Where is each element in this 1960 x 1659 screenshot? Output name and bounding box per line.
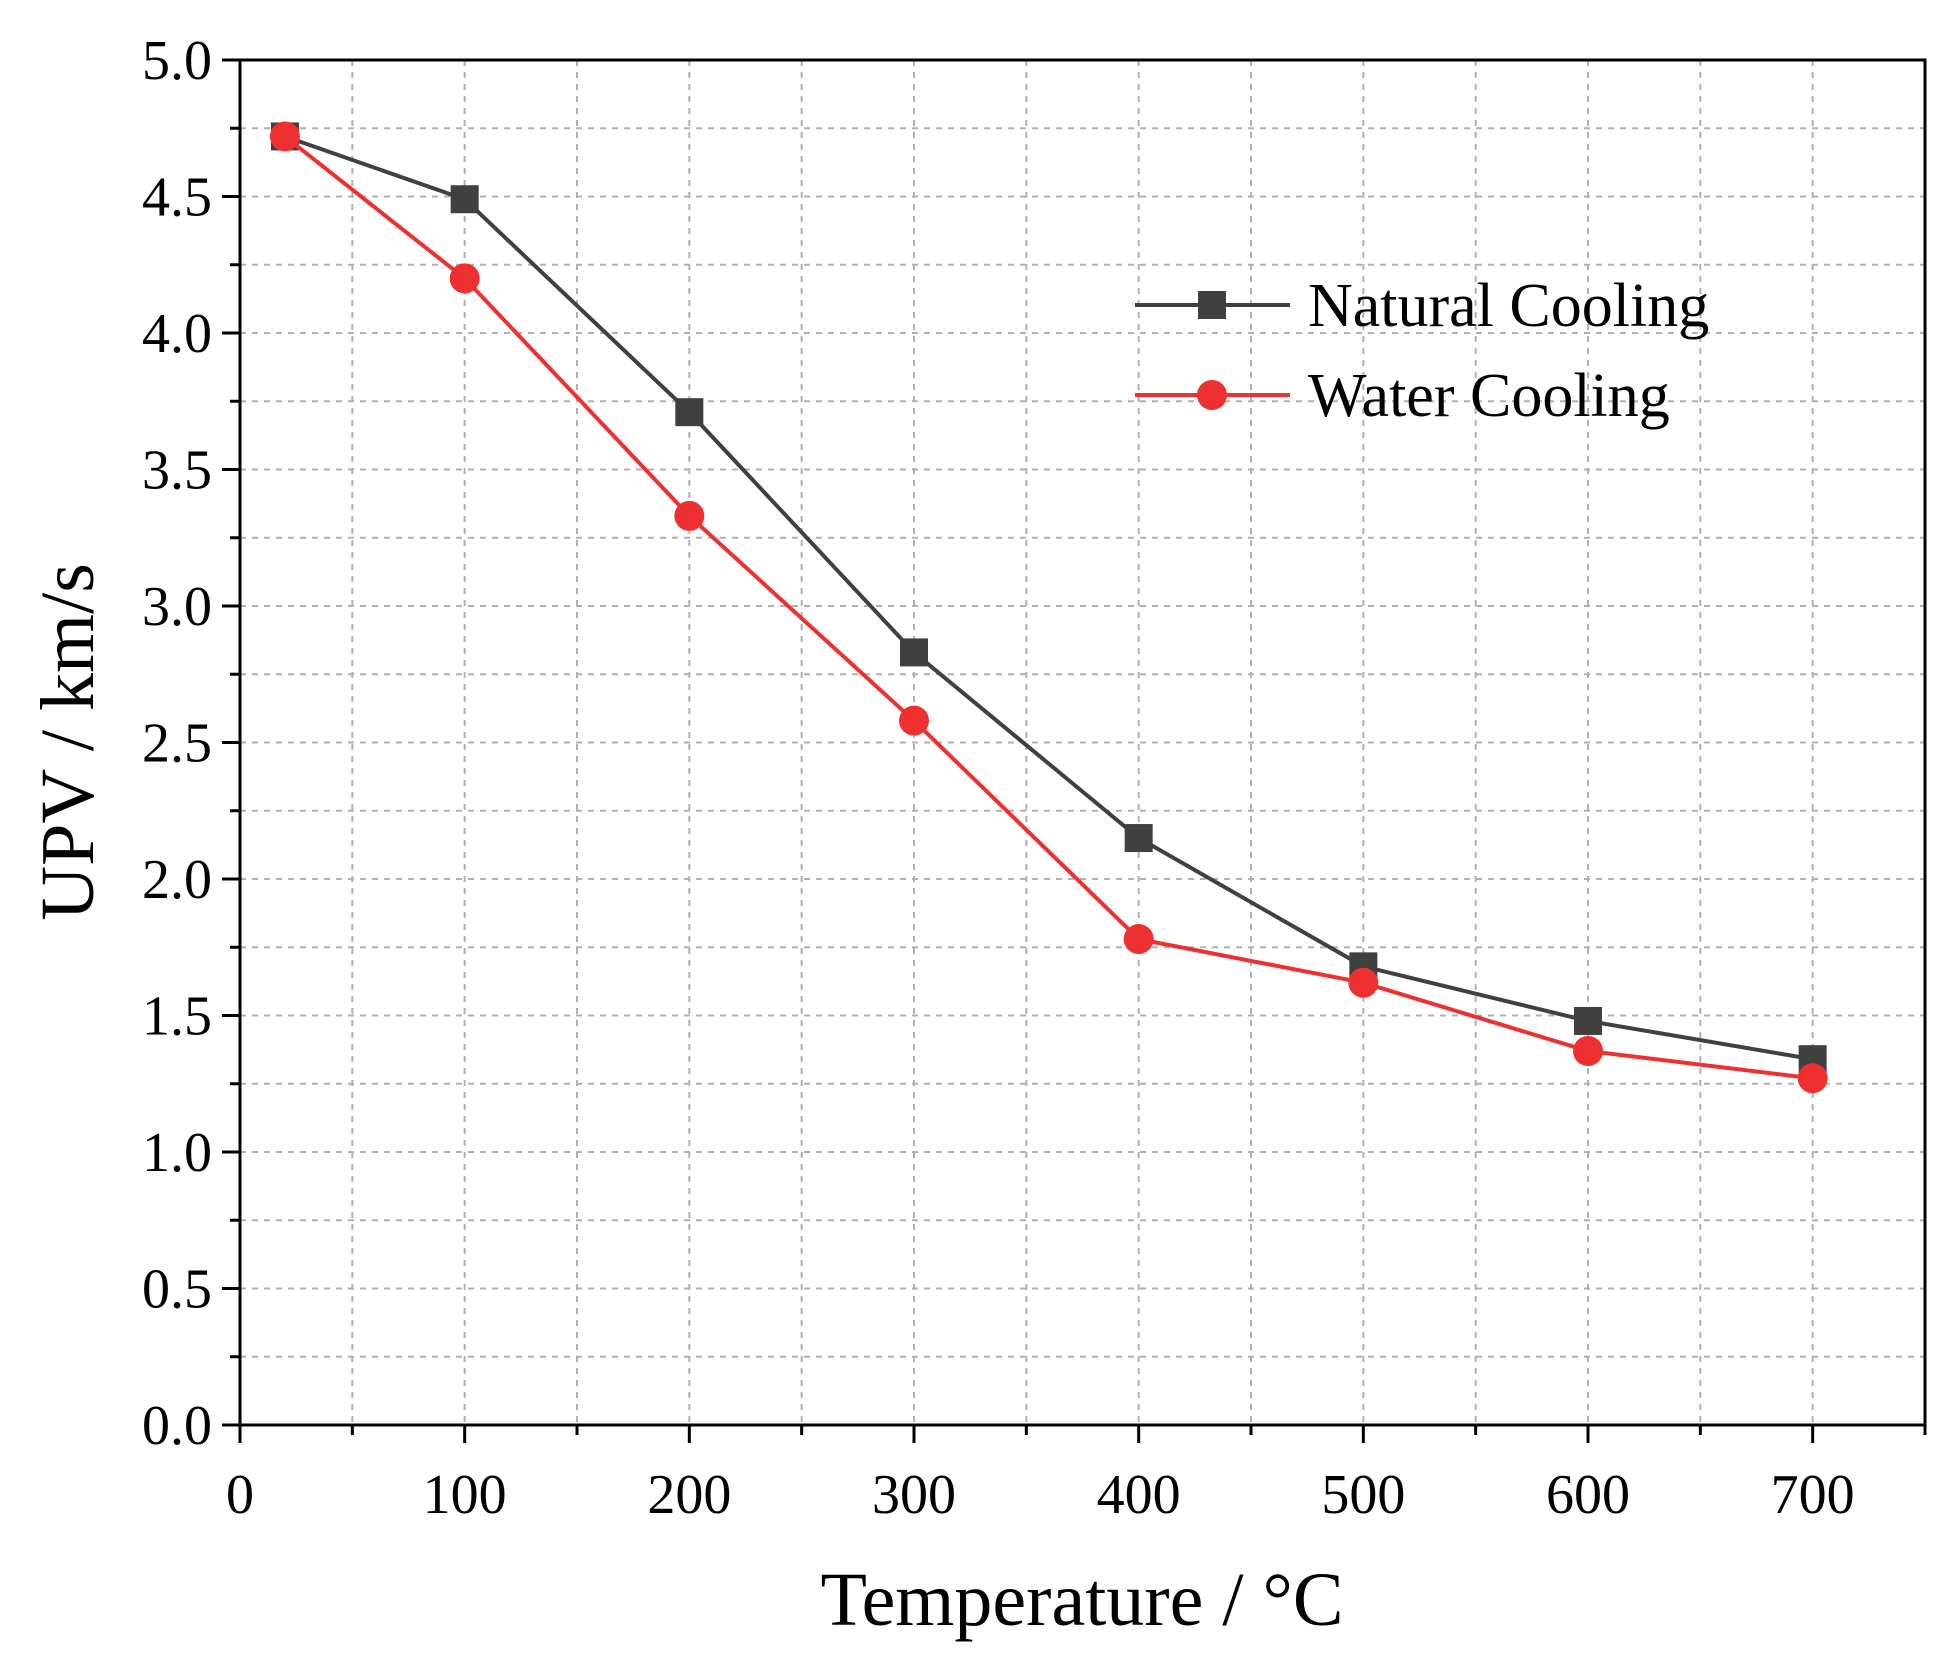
- data-point: [450, 185, 479, 214]
- y-tick-label: 5.0: [142, 30, 212, 92]
- y-tick-label: 2.0: [142, 849, 212, 911]
- legend: Natural Cooling Water Cooling: [1135, 272, 1709, 430]
- legend-label: Water Cooling: [1308, 362, 1670, 430]
- data-point: [674, 500, 705, 531]
- y-tick-label: 3.5: [142, 440, 212, 502]
- data-point: [1123, 924, 1154, 955]
- data-point: [449, 263, 480, 294]
- legend-item: Natural Cooling: [1135, 272, 1709, 340]
- series-group: [269, 121, 1828, 1094]
- x-tick-label: 100: [423, 1464, 507, 1526]
- series-water-cooling: [269, 121, 1828, 1094]
- x-tick-label: 200: [647, 1464, 731, 1526]
- y-tick-label: 4.0: [142, 303, 212, 365]
- y-tick-label: 2.5: [142, 713, 212, 775]
- y-tick-label: 0.0: [142, 1395, 212, 1457]
- x-tick-label: 700: [1771, 1464, 1855, 1526]
- data-point: [269, 121, 300, 152]
- y-tick-label: 1.0: [142, 1122, 212, 1184]
- y-axis-title: UPV / km/s: [26, 563, 110, 921]
- series-line: [284, 134, 1814, 1062]
- data-point: [1124, 824, 1153, 853]
- grid: [240, 60, 1925, 1425]
- legend-marker: [1198, 291, 1226, 319]
- x-axis-title: Temperature / °C: [820, 1558, 1343, 1642]
- data-point: [1348, 967, 1379, 998]
- x-tick-label: 300: [872, 1464, 956, 1526]
- legend-label: Natural Cooling: [1308, 272, 1709, 340]
- data-point: [899, 705, 929, 736]
- data-point: [1574, 1006, 1602, 1035]
- y-tick-label: 0.5: [142, 1259, 212, 1321]
- legend-marker: [1197, 380, 1227, 410]
- x-tick-label: 500: [1321, 1464, 1405, 1526]
- data-point: [1797, 1063, 1828, 1094]
- x-tick-label: 600: [1546, 1464, 1630, 1526]
- y-tick-label: 3.0: [142, 576, 212, 638]
- data-point: [1573, 1035, 1603, 1066]
- axis-ticks: 0 100 200 300 400 500 600 700 0.0 0.5 1.0 1.5 2.0 2.5…: [142, 30, 1927, 1526]
- legend-item: Water Cooling: [1135, 362, 1670, 430]
- y-tick-label: 1.5: [142, 986, 212, 1048]
- data-point: [900, 638, 928, 667]
- y-tick-label: 4.5: [142, 167, 212, 229]
- x-tick-label: 400: [1097, 1464, 1181, 1526]
- x-tick-label: 0: [226, 1464, 254, 1526]
- series-line: [283, 134, 1813, 1081]
- data-point: [675, 398, 704, 427]
